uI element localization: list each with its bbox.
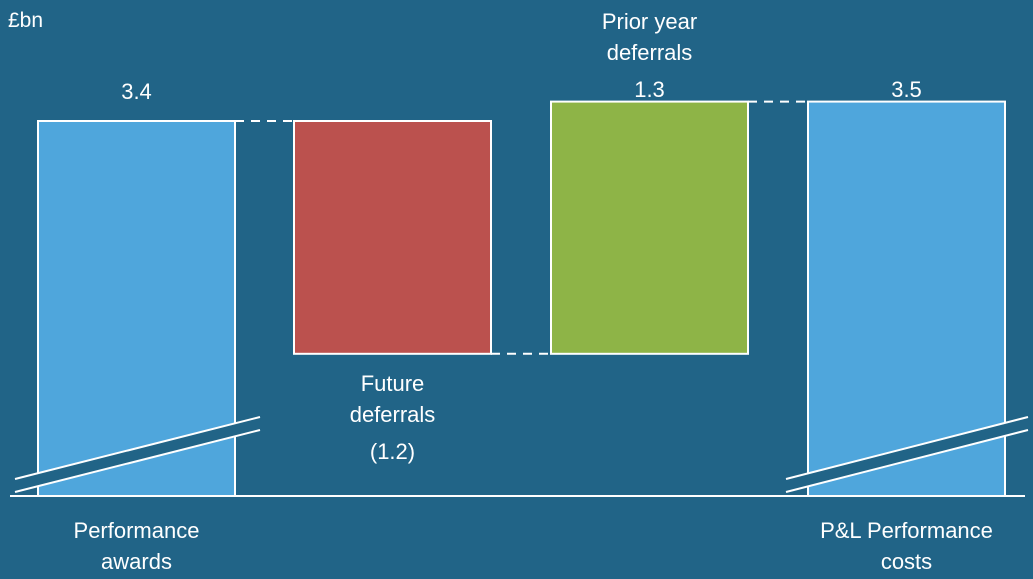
- value-label-future-deferrals: (1.2): [370, 439, 415, 464]
- axis-breaks: [14, 416, 1029, 493]
- value-label-performance-awards: 3.4: [121, 79, 152, 104]
- axis-break-gap-1: [15, 417, 260, 492]
- labels-group: 3.4 Performance awards Future deferrals (1.2)…: [74, 9, 993, 574]
- category-label-future-deferrals-line-1: Future: [361, 371, 425, 396]
- axis-break-gap-2: [786, 417, 1028, 492]
- axis-break-line-1b: [14, 429, 261, 493]
- bar-p-l-performance-costs: [807, 100, 1006, 497]
- axis-break-line-2b: [785, 429, 1029, 493]
- unit-label: £bn: [8, 9, 43, 32]
- category-label-p-l-performance-costs-line-1: P&L Performance: [820, 518, 993, 543]
- value-label-p-l-performance-costs: 3.5: [891, 77, 922, 102]
- category-label-performance-awards-line-1: Performance: [74, 518, 200, 543]
- value-label-prior-year-deferrals: 1.3: [634, 77, 665, 102]
- bars-group: [37, 100, 1006, 497]
- axis-break-line-2a: [785, 416, 1029, 480]
- category-label-p-l-performance-costs-line-2: costs: [881, 549, 932, 574]
- category-label-prior-year-deferrals-line-1: Prior year: [602, 9, 697, 34]
- bar-future-deferrals: [293, 120, 492, 355]
- category-label-future-deferrals-line-2: deferrals: [350, 402, 436, 427]
- category-label-performance-awards-line-2: awards: [101, 549, 172, 574]
- axis-break-line-1a: [14, 416, 261, 480]
- category-label-prior-year-deferrals-line-2: deferrals: [607, 40, 693, 65]
- bar-prior-year-deferrals: [550, 100, 749, 355]
- connector-lines: [235, 100, 808, 355]
